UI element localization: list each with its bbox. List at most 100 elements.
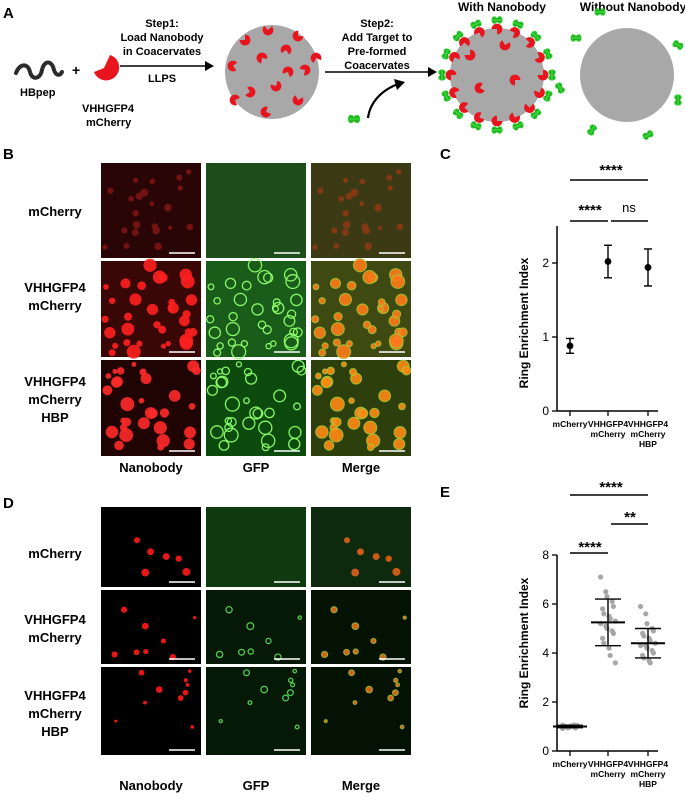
droplet (139, 368, 146, 375)
vhh-label-line1: VHHGFP4 (82, 103, 135, 115)
nanobody-icon (94, 55, 119, 80)
chart-c: **** **** ns Ring Enrichment Index 012mC… (517, 162, 668, 449)
droplet (186, 294, 197, 305)
d-row1-line1: mCherry (28, 546, 82, 561)
droplet (387, 185, 392, 190)
droplet (342, 229, 349, 236)
data-point (613, 660, 618, 665)
droplet (142, 623, 149, 630)
droplet (121, 323, 134, 336)
micrograph-r1-c2 (206, 163, 306, 258)
gfp-target-icon (548, 69, 556, 80)
droplet (149, 201, 154, 206)
y-tick-label: 2 (542, 256, 549, 270)
droplet (177, 185, 182, 190)
droplet (176, 556, 182, 562)
data-point (651, 650, 656, 655)
step2-arrowhead (428, 67, 437, 77)
droplet (373, 553, 380, 560)
panel-b-label: B (3, 146, 14, 163)
droplet (351, 189, 359, 197)
d-col-gfp: GFP (243, 778, 270, 793)
micrograph-r3-c3 (311, 667, 411, 755)
droplet (186, 683, 190, 687)
coacervate-without-nanobody (580, 28, 674, 122)
droplet (168, 226, 172, 230)
micrograph-r2-c3 (311, 259, 411, 359)
data-point (643, 611, 648, 616)
droplet (141, 569, 149, 577)
step1-arrowhead (205, 61, 214, 71)
droplet (139, 398, 145, 404)
target-add-arrow (368, 84, 398, 118)
data-point (601, 611, 606, 616)
droplet (364, 243, 372, 251)
data-point (598, 574, 603, 579)
droplet (147, 548, 154, 555)
droplet (143, 259, 156, 272)
y-tick-label: 1 (542, 330, 549, 344)
y-tick-label: 0 (542, 744, 549, 758)
droplet (143, 701, 147, 705)
droplet (187, 224, 194, 231)
droplet (154, 421, 167, 434)
b-row3-line3: HBP (41, 410, 69, 425)
chart-e: **** ** **** Ring Enrichment Index 02468… (517, 479, 668, 789)
droplet (112, 369, 117, 374)
data-point (641, 633, 646, 638)
droplet (102, 385, 112, 395)
droplet (378, 226, 382, 230)
step2-line1: Step2: (360, 18, 394, 30)
plus-sign: + (72, 62, 80, 78)
droplet (312, 245, 317, 250)
micrograph-bg (206, 163, 306, 258)
droplet (148, 409, 158, 419)
droplet (128, 196, 134, 202)
x-tick-label: VHHGFP4 (588, 419, 628, 429)
droplet (109, 298, 115, 304)
droplet (392, 568, 400, 576)
droplet (363, 227, 371, 235)
droplet (134, 537, 140, 543)
panel-c-label: C (440, 146, 451, 163)
b-col-gfp: GFP (243, 460, 270, 475)
droplet (112, 343, 118, 349)
droplet (106, 373, 112, 379)
d-row3-line1: VHHGFP4 (24, 688, 86, 703)
droplet (143, 649, 148, 654)
mean-point (645, 264, 652, 271)
droplet (131, 362, 136, 367)
droplet (123, 339, 130, 346)
micrograph-r1-c3 (311, 507, 411, 587)
e-ylabel: Ring Enrichment Index (517, 577, 531, 708)
micrograph-r3-c1 (101, 360, 201, 456)
step1-line3: in Coacervates (123, 46, 201, 58)
y-tick-label: 8 (542, 548, 549, 562)
droplet (188, 669, 192, 673)
droplet (102, 245, 107, 250)
data-point (604, 626, 609, 631)
droplet (192, 366, 201, 375)
gfp-target-icon (348, 115, 360, 123)
droplet (343, 178, 348, 183)
droplet (338, 196, 344, 202)
droplet (397, 224, 404, 231)
droplet (102, 316, 109, 323)
droplet (183, 310, 191, 318)
step2-line3: Pre-formed (348, 46, 407, 58)
droplet (138, 417, 150, 429)
droplet (158, 326, 166, 334)
x-tick-label: HBP (639, 439, 657, 449)
b-row2-line1: VHHGFP4 (24, 280, 86, 295)
d-row2-line2: mCherry (28, 630, 82, 645)
droplet (176, 175, 182, 181)
droplet (164, 204, 172, 212)
panel-e-label: E (440, 484, 450, 501)
droplet (153, 227, 161, 235)
gfp-target-icon (641, 129, 654, 141)
hbpep-icon (16, 63, 62, 78)
micrograph-r2-c2 (206, 590, 306, 664)
droplet (104, 327, 115, 338)
droplet (168, 299, 175, 306)
droplet (184, 439, 195, 450)
